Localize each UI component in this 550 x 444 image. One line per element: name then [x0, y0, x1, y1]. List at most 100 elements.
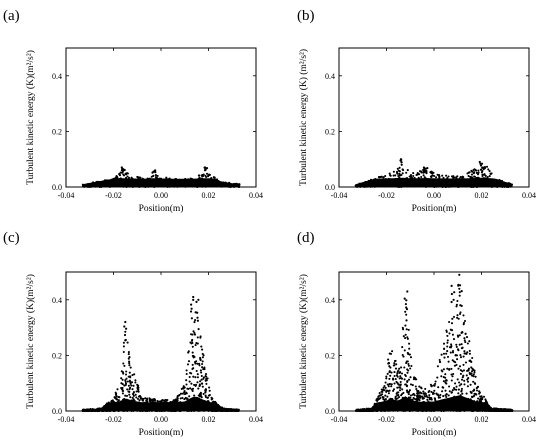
scatter-point: [215, 182, 218, 185]
scatter-point: [454, 353, 457, 357]
scatter-point: [416, 402, 419, 405]
scatter-point: [389, 366, 392, 369]
scatter-point: [117, 399, 120, 402]
scatter-point: [169, 179, 172, 182]
scatter-peak-point: [478, 160, 481, 164]
scatter-point: [459, 175, 462, 179]
scatter-point: [198, 174, 201, 177]
scatter-point: [474, 392, 477, 395]
scatter-point: [129, 396, 132, 399]
scatter-point: [443, 184, 446, 187]
scatter-point: [442, 352, 446, 355]
scatter-point: [137, 395, 141, 398]
scatter-point: [188, 182, 191, 185]
scatter-peak-point: [123, 325, 126, 328]
scatter-point: [134, 381, 137, 384]
scatter-point: [373, 402, 377, 405]
scatter-point: [206, 401, 210, 404]
scatter-point: [137, 390, 140, 393]
scatter-point: [459, 369, 462, 372]
scatter-point: [400, 372, 404, 375]
scatter-point: [163, 399, 166, 402]
scatter-peak-point: [122, 168, 125, 171]
scatter-point: [486, 176, 489, 179]
scatter-point: [183, 386, 186, 389]
y-axis-label: Turbulent kinetic energy (K)(m²/s²): [298, 274, 309, 409]
scatter-point: [117, 395, 120, 399]
scatter-point: [463, 408, 466, 411]
scatter-point: [472, 168, 475, 172]
scatter-point: [480, 405, 483, 408]
scatter-point: [403, 378, 406, 381]
scatter-point: [428, 398, 431, 401]
scatter-point: [389, 174, 392, 177]
scatter-point: [373, 407, 376, 410]
scatter-point: [135, 390, 138, 393]
scatter-point: [113, 396, 117, 400]
scatter-point: [409, 376, 412, 379]
scatter-point: [134, 379, 137, 382]
scatter-point: [399, 383, 402, 386]
scatter-point: [451, 184, 454, 187]
scatter-point: [153, 180, 156, 183]
scatter-point: [422, 390, 425, 393]
scatter-point: [408, 347, 411, 350]
scatter-point: [196, 362, 199, 365]
scatter-point: [407, 362, 410, 366]
scatter-point: [456, 396, 459, 399]
scatter-point: [188, 375, 191, 379]
x-tick-label: 0.02: [475, 191, 489, 200]
scatter-point: [165, 176, 168, 179]
scatter-point: [406, 336, 409, 339]
scatter-point: [126, 172, 129, 175]
scatter-point: [133, 373, 136, 376]
scatter-point: [199, 179, 202, 182]
scatter-point: [436, 173, 439, 176]
scatter-point: [218, 182, 222, 185]
scatter-point: [379, 175, 382, 179]
scatter-point: [421, 404, 425, 407]
scatter-point: [398, 386, 401, 389]
scatter-peak-point: [190, 307, 193, 310]
scatter-point: [190, 403, 193, 406]
scatter-point: [447, 175, 450, 178]
scatter-point: [124, 172, 127, 175]
scatter-point: [181, 392, 184, 395]
scatter-point: [465, 181, 468, 184]
scatter-point: [188, 395, 191, 398]
scatter-point: [435, 176, 438, 179]
scatter-point: [199, 181, 203, 184]
scatter-point: [458, 291, 461, 294]
scatter-point: [413, 376, 416, 379]
scatter-point: [451, 396, 454, 399]
scatter-point: [196, 373, 199, 376]
scatter-point: [412, 183, 415, 186]
scatter-point: [458, 287, 461, 290]
scatter-point: [419, 396, 422, 399]
scatter-point: [410, 364, 413, 368]
scatter-point: [463, 352, 466, 355]
scatter-point: [430, 385, 433, 388]
scatter-point: [466, 385, 469, 388]
scatter-point: [463, 319, 467, 323]
scatter-point: [413, 176, 416, 179]
scatter-point: [201, 356, 204, 359]
scatter-point: [444, 180, 447, 183]
scatter-peak-point: [125, 327, 128, 330]
scatter-point: [458, 365, 462, 368]
scatter-point: [404, 333, 407, 336]
scatter-peak-point: [405, 299, 408, 302]
scatter-point: [91, 181, 95, 184]
scatter-point: [387, 385, 390, 388]
scatter-point: [417, 176, 420, 179]
scatter-point: [466, 172, 469, 175]
scatter-point: [390, 385, 393, 388]
scatter-point: [125, 394, 129, 397]
scatter-point: [189, 179, 192, 182]
scatter-point: [404, 303, 407, 306]
scatter-point: [437, 386, 440, 389]
panel-b: (b) -0.04 -0.02 0.00 0.02 0.04 0.0 0.2 0.4 Positi…: [297, 8, 536, 214]
scatter-point: [191, 367, 194, 371]
scatter-point: [152, 184, 155, 187]
scatter-point: [104, 408, 107, 411]
